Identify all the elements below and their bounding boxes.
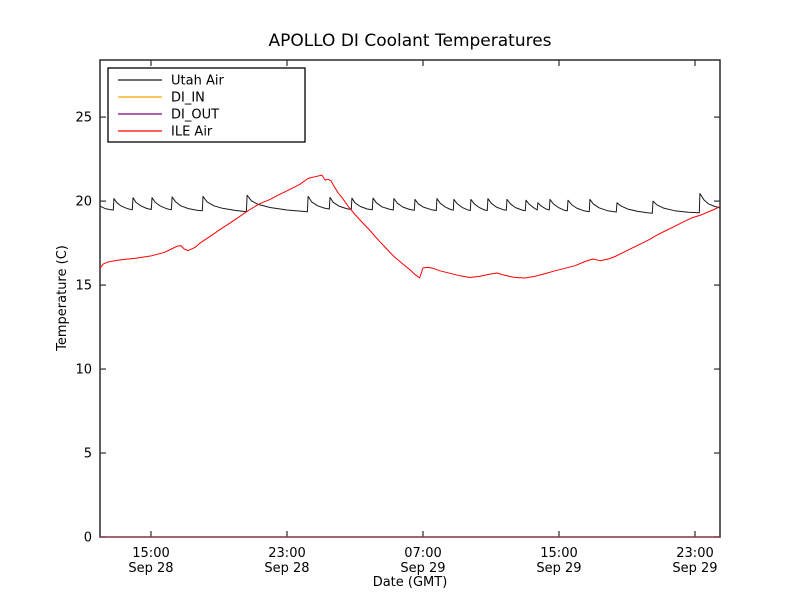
x-tick-label-date: Sep 28 (128, 561, 173, 576)
series-utah-air (99, 193, 721, 214)
legend-label-utah-air: Utah Air (171, 74, 224, 89)
series-ile-air (99, 174, 720, 279)
x-tick-label-date: Sep 28 (264, 561, 309, 576)
legend-label-ile-air: ILE Air (171, 125, 213, 140)
y-tick-label: 0 (84, 531, 92, 546)
legend-label-di-out: DI_OUT (171, 108, 219, 123)
legend: Utah Air DI_IN DI_OUT ILE Air (107, 67, 306, 143)
x-tick-label-date: Sep 29 (400, 561, 445, 576)
chart-title: APOLLO DI Coolant Temperatures (268, 31, 551, 51)
x-tick-label-time: 23:00 (676, 546, 713, 561)
x-tick-label-time: 23:00 (268, 546, 305, 561)
x-tick-label-time: 15:00 (540, 546, 577, 561)
x-tick-label-time: 15:00 (132, 546, 169, 561)
x-tick-label-time: 07:00 (404, 546, 441, 561)
y-axis-label: Temperature (C) (55, 245, 70, 352)
x-tick-label-date: Sep 29 (672, 561, 717, 576)
x-axis-label: Date (GMT) (373, 575, 448, 590)
y-tick-label: 5 (84, 447, 92, 462)
y-tick-label: 10 (75, 363, 92, 378)
y-tick-label: 25 (75, 111, 92, 126)
legend-label-di-in: DI_IN (171, 91, 205, 106)
x-tick-label-date: Sep 29 (536, 561, 581, 576)
y-tick-label: 20 (75, 195, 92, 210)
y-tick-label: 15 (75, 279, 92, 294)
